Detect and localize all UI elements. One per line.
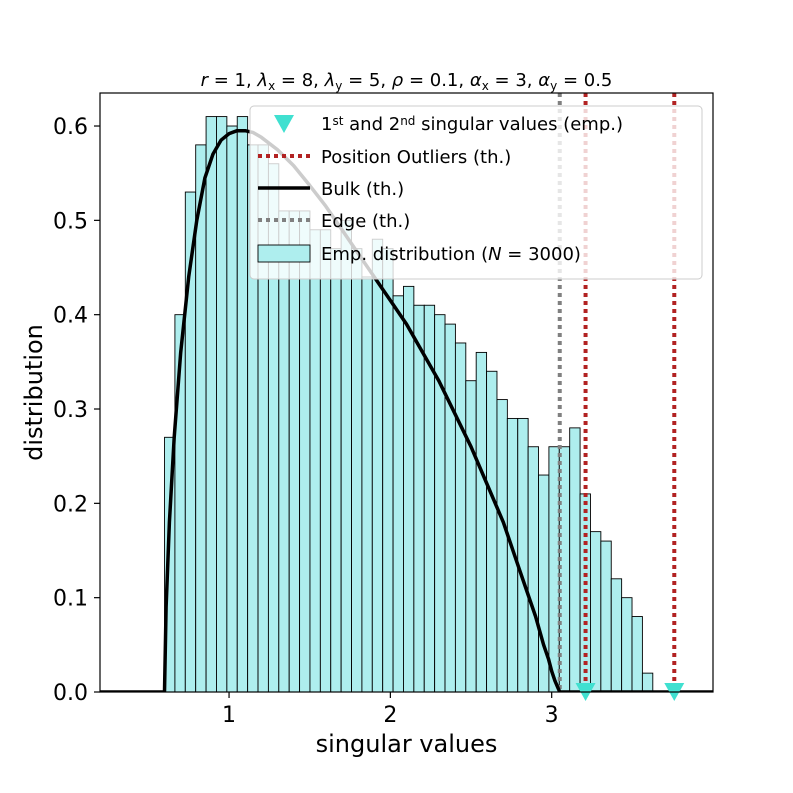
title-text: r = 1, λx = 8, λy = 5, ρ = 0.1, αx = 3, …	[201, 70, 613, 93]
histogram-bar	[288, 210, 301, 692]
histogram-bar	[236, 116, 249, 692]
y-axis-label: distribution	[20, 324, 48, 461]
histogram-bar	[486, 370, 498, 692]
histogram-bar	[330, 248, 342, 692]
histogram-bar	[569, 427, 581, 692]
y-tick-label: 0.6	[53, 115, 88, 140]
histogram-bar	[444, 323, 456, 692]
histogram-bar	[548, 446, 560, 692]
histogram-bar	[205, 116, 217, 692]
histogram-bar	[496, 399, 508, 692]
legend-label: Edge (th.)	[321, 211, 410, 232]
histogram-bar	[403, 285, 415, 692]
histogram-bar	[361, 276, 373, 692]
histogram-bar	[465, 380, 477, 692]
x-tick-label: 1	[222, 703, 236, 728]
histogram-bar	[319, 229, 332, 692]
legend-hist-swatch	[257, 244, 311, 263]
histogram-bar	[392, 295, 404, 692]
x-axis-label: singular values	[316, 730, 498, 758]
legend-box	[249, 105, 703, 280]
legend-label: Bulk (th.)	[321, 179, 404, 200]
histogram-bar	[610, 578, 623, 692]
axis-ticks: 1 2 3 0.0 0.1 0.2 0.3 0.4 0.5 0.6	[53, 115, 559, 728]
histogram-bar	[278, 210, 290, 692]
histogram-bar	[631, 616, 643, 692]
histogram-bar	[340, 219, 352, 692]
histogram-bar	[413, 304, 425, 692]
legend-label: Emp. distribution (N = 3000)	[321, 244, 581, 265]
histogram-bar	[309, 229, 321, 692]
y-tick-label: 0.2	[53, 492, 88, 517]
histogram-bar	[527, 446, 539, 692]
y-tick-label: 0.1	[53, 587, 88, 612]
histogram-bar	[600, 540, 612, 692]
histogram-bar	[226, 125, 238, 692]
histogram-bar	[299, 210, 311, 692]
legend-emp-marker	[274, 115, 294, 133]
x-tick-label: 2	[383, 703, 397, 728]
y-tick-label: 0.5	[53, 209, 88, 234]
histogram-bar	[382, 248, 394, 692]
y-tick-label: 0.3	[53, 398, 88, 423]
axes-frame	[99, 92, 714, 693]
histogram-bar	[371, 238, 384, 692]
histogram-bar	[590, 531, 602, 692]
histogram-bar	[216, 116, 228, 692]
y-tick-label: 0.4	[53, 304, 88, 329]
x-tick-label: 3	[545, 703, 559, 728]
histogram-bar	[517, 417, 529, 692]
legend-label: 1st and 2nd singular values (emp.)	[321, 114, 623, 135]
histogram-bar	[351, 248, 363, 692]
histogram-bar	[621, 597, 633, 692]
legend-label: Position Outliers (th.)	[321, 147, 511, 168]
histogram-bar	[434, 314, 446, 692]
chart-title: r = 1, λx = 8, λy = 5, ρ = 0.1, αx = 3, …	[201, 70, 613, 93]
histogram-bar	[454, 342, 467, 692]
legend: 1st and 2nd singular values (emp.) Positi…	[249, 105, 703, 280]
histogram-bar	[475, 351, 488, 692]
histogram-bar	[641, 672, 654, 692]
y-tick-label: 0.0	[53, 681, 88, 706]
